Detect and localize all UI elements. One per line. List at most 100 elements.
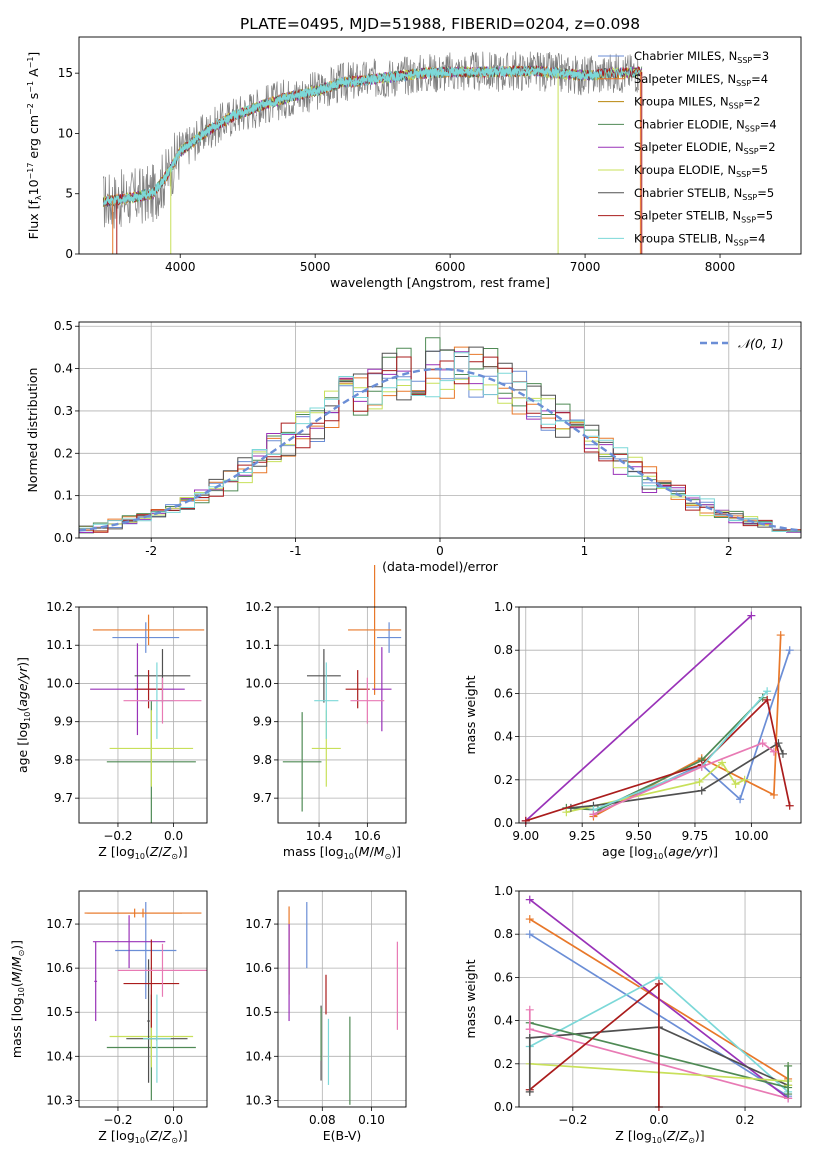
- x-axis-label: E(B-V): [323, 1128, 362, 1143]
- axes-frame: [518, 606, 802, 824]
- mass-weight-vs-age-panel: 9.00 9.25 9.50 9.75 10.00 0.0 0.2 0.4 0.6 0.8 1.0 a…: [463, 600, 802, 861]
- data-point-marker: [521, 816, 530, 825]
- y-tick-label: 5: [65, 187, 73, 201]
- spectrum-panel: 4000 5000 6000 7000 8000 0 5 10 15 wavelength [An…: [26, 36, 802, 290]
- x-tick-label: 10.00: [734, 829, 768, 843]
- data-point-marker: [589, 810, 598, 819]
- y-tick-label: 15: [58, 66, 73, 80]
- data-point-marker: [785, 801, 794, 810]
- data-point-marker: [654, 979, 663, 988]
- data-point-marker: [785, 646, 794, 655]
- axes: -2 -1 0 1 2 0.0 0.1 0.2 0.3 0.4 0.5: [54, 319, 733, 558]
- observed-spectrum-line: [102, 51, 640, 229]
- y-tick-label: 10.1: [46, 638, 73, 652]
- axes-frame: [78, 606, 208, 824]
- axes: −0.2 0.0 0.2 0.0 0.2 0.4 0.6 0.8 1.0: [494, 884, 755, 1127]
- legend-label: Chabrier MILES, NSSP=3: [634, 49, 769, 65]
- legend-label: Salpeter ELODIE, NSSP=2: [634, 140, 776, 156]
- age-vs-mass-panel: 10.4 10.6 9.7 9.8 9.9 10.0 10.1 10.2 mass [log10…: [245, 564, 407, 861]
- y-tick-label: 0.0: [494, 1100, 513, 1114]
- y-tick-label: 9.7: [54, 791, 73, 805]
- x-tick-label: 0.08: [309, 1113, 336, 1127]
- y-tick-label: 0.4: [494, 730, 513, 744]
- y-tick-label: 10.7: [245, 917, 272, 931]
- x-tick-label: -2: [145, 544, 157, 558]
- y-tick-label: 9.8: [253, 753, 272, 767]
- x-tick-label: 9.50: [625, 829, 652, 843]
- x-tick-label: 7000: [570, 260, 601, 274]
- y-tick-label: 9.7: [253, 791, 272, 805]
- y-tick-label: 0.4: [494, 1014, 513, 1028]
- x-tick-label: 8000: [705, 260, 736, 274]
- data-point-marker: [525, 1087, 534, 1096]
- y-tick-label: 10.5: [46, 1005, 73, 1019]
- legend-label: Kroupa STELIB, NSSP=4: [634, 231, 765, 247]
- data-point-marker: [740, 775, 749, 784]
- y-tick-label: 0.2: [494, 1057, 513, 1071]
- legend-label: Kroupa ELODIE, NSSP=5: [634, 163, 768, 179]
- x-axis-label: Z [log10(Z/Z⊙)]: [615, 1128, 704, 1145]
- legend-label: Chabrier ELODIE, NSSP=4: [634, 117, 777, 133]
- x-tick-label: 0: [436, 544, 444, 558]
- data-point-marker: [736, 795, 745, 804]
- axes-frame: [277, 890, 407, 1108]
- x-tick-label: 6000: [435, 260, 466, 274]
- x-tick-label: 9.00: [512, 829, 539, 843]
- series-line-chabrier_miles: [593, 649, 791, 816]
- x-tick-label: -1: [290, 544, 302, 558]
- data-point-marker: [697, 786, 706, 795]
- y-tick-label: 10.2: [245, 600, 272, 614]
- x-axis-label: (data-model)/error: [382, 559, 499, 574]
- axes-frame: [78, 36, 802, 255]
- y-tick-label: 10.3: [46, 1093, 73, 1107]
- mass-weight-vs-metallicity-panel: −0.2 0.0 0.2 0.0 0.2 0.4 0.6 0.8 1.0 Z [log10(Z/Z…: [463, 884, 802, 1145]
- data-point-marker: [763, 687, 772, 696]
- y-tick-label: 10.2: [46, 600, 73, 614]
- axes-frame: [518, 890, 802, 1108]
- model-spectrum-highlight-line: [103, 65, 600, 206]
- data-point-marker: [769, 747, 778, 756]
- series-line-pink: [593, 742, 775, 816]
- data-point-marker: [697, 762, 706, 771]
- axes: −0.2 0.0 10.3 10.4 10.5 10.6 10.7: [46, 917, 183, 1127]
- y-tick-label: 9.8: [54, 753, 73, 767]
- y-tick-label: 1.0: [494, 600, 513, 614]
- data-point-marker: [747, 611, 756, 620]
- y-tick-label: 0.8: [494, 927, 513, 941]
- mass-vs-ebv-panel: 0.08 0.10 10.3 10.4 10.5 10.6 10.7 E(B-V): [245, 890, 407, 1143]
- y-tick-label: 0.2: [494, 773, 513, 787]
- data-point-marker: [784, 1061, 793, 1070]
- x-axis-label: mass [log10(M/M⊙)]: [283, 844, 401, 861]
- data-point-marker: [778, 749, 787, 758]
- x-axis-label: Z [log10(Z/Z⊙)]: [98, 1128, 187, 1145]
- axes-frame: [277, 606, 407, 824]
- x-tick-label: 5000: [300, 260, 331, 274]
- mass-vs-metallicity-panel: −0.2 0.0 10.3 10.4 10.5 10.6 10.7 Z [log10(Z/Z⊙…: [9, 890, 208, 1145]
- x-tick-label: 0.0: [649, 1113, 668, 1127]
- y-axis-label: Flux [fλ10−17 erg cm−2 s−1 A−1]: [26, 52, 43, 240]
- axes: 10.4 10.6 9.7 9.8 9.9 10.0 10.1 10.2: [245, 600, 380, 843]
- data-point-marker: [525, 915, 534, 924]
- data-point-marker: [525, 930, 534, 939]
- data-point-marker: [525, 1025, 534, 1034]
- y-tick-label: 0.0: [54, 531, 73, 545]
- legend-label: Salpeter STELIB, NSSP=5: [634, 209, 773, 225]
- data-point-marker: [784, 1090, 793, 1099]
- x-tick-label: 10.4: [306, 829, 333, 843]
- x-tick-label: 0.2: [735, 1113, 754, 1127]
- axes: 0.08 0.10 10.3 10.4 10.5 10.6 10.7: [245, 917, 385, 1127]
- y-tick-label: 0.1: [54, 489, 73, 503]
- y-tick-label: 0.0: [494, 816, 513, 830]
- residuals-panel: -2 -1 0 1 2 0.0 0.1 0.2 0.3 0.4 0.5 (data-model)/er…: [25, 319, 802, 574]
- x-tick-label: −0.2: [103, 829, 132, 843]
- y-tick-label: 10.4: [46, 1049, 73, 1063]
- x-tick-label: 0.0: [164, 829, 183, 843]
- data-point-marker: [718, 758, 727, 767]
- data-point-marker: [525, 895, 534, 904]
- y-tick-label: 10.7: [46, 917, 73, 931]
- x-tick-label: 4000: [165, 260, 196, 274]
- y-tick-label: 0.3: [54, 404, 73, 418]
- y-tick-label: 10: [58, 126, 73, 140]
- y-tick-label: 10.1: [245, 638, 272, 652]
